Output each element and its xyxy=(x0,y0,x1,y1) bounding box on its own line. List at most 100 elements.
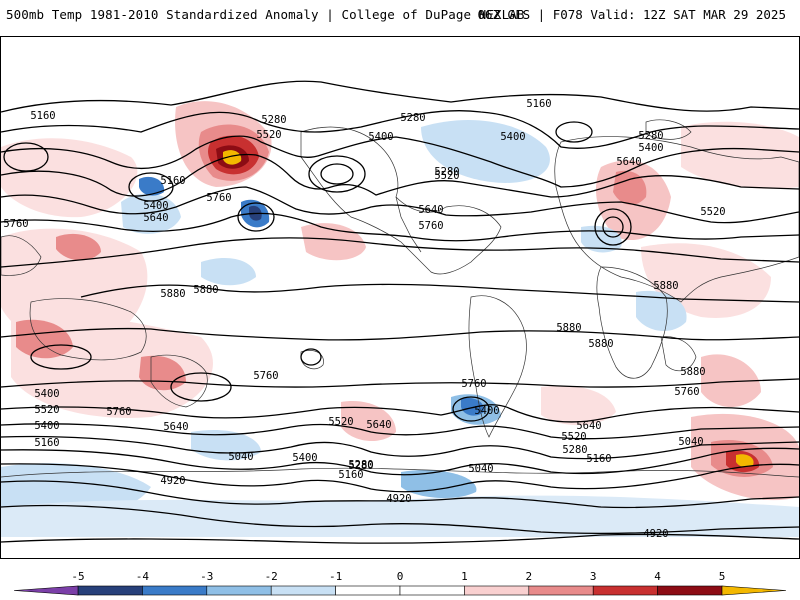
anomaly-area xyxy=(736,454,754,468)
anomaly-area xyxy=(636,290,687,332)
contour-closed xyxy=(3,142,49,172)
contour-line xyxy=(1,110,799,149)
colorbar-scale xyxy=(13,585,787,596)
anomaly-area xyxy=(541,385,616,426)
contour-closed xyxy=(237,202,275,232)
contour-label: 5520 xyxy=(434,170,459,182)
contour-label: 5880 xyxy=(653,280,678,292)
colorbar-tick-label: -2 xyxy=(264,570,278,583)
colorbar-tick-label: -3 xyxy=(200,570,214,583)
contour-line xyxy=(80,283,799,303)
anomaly-area xyxy=(223,150,242,165)
contour-label: 5520 xyxy=(256,129,281,141)
contour-labels: 5160 5280 5520 5400 5280 5160 5400 5280 … xyxy=(3,98,725,540)
contour-label: 5400 xyxy=(368,131,393,143)
colorbar-segment xyxy=(270,585,336,596)
contour-line xyxy=(1,378,799,388)
contour-closed xyxy=(555,121,593,143)
contour-line xyxy=(1,80,799,113)
colorbar-tick-label: -1 xyxy=(328,570,343,583)
colorbar: -5 -4 -3 -2 -1 0 1 2 3 4 5 xyxy=(0,570,800,600)
contour-label: 5400 xyxy=(292,452,317,464)
anomaly-shading xyxy=(1,101,799,537)
colorbar-segment xyxy=(399,585,465,596)
contour-label: 5160 xyxy=(526,98,551,110)
anomaly-area xyxy=(341,401,396,442)
colorbar-min-arrow xyxy=(13,585,79,596)
contour-label: 5160 xyxy=(34,437,59,449)
contour-line xyxy=(1,212,799,242)
contour-label: 5400 xyxy=(34,420,59,432)
contour-label: 5040 xyxy=(678,436,703,448)
contour-label: 5640 xyxy=(163,421,188,433)
contour-line xyxy=(1,153,799,198)
contour-label: 5760 xyxy=(253,370,278,382)
contour-label: 5760 xyxy=(418,220,443,232)
anomaly-area xyxy=(421,119,550,183)
coastline xyxy=(645,119,692,140)
contour-label: 5880 xyxy=(160,288,185,300)
coastlines xyxy=(1,119,799,478)
contour-label: 5280 xyxy=(261,114,286,126)
contour-label: 5880 xyxy=(680,366,705,378)
height-contours xyxy=(1,80,799,544)
map-title: 500mb Temp 1981-2010 Standardized Anomal… xyxy=(6,7,525,22)
anomaly-area xyxy=(581,225,622,253)
colorbar-segment xyxy=(206,585,272,596)
contour-label: 5400 xyxy=(638,142,663,154)
contour-label: 5400 xyxy=(143,200,168,212)
colorbar-segment xyxy=(528,585,594,596)
anomaly-area xyxy=(16,319,73,359)
contour-label: 5640 xyxy=(418,204,443,216)
contour-label: 5280 xyxy=(400,112,425,124)
contour-closed xyxy=(308,155,366,193)
contour-label: 5400 xyxy=(500,131,525,143)
contour-closed xyxy=(128,172,174,202)
colorbar-segment xyxy=(464,585,530,596)
contour-line xyxy=(1,186,799,224)
contour-line xyxy=(1,327,799,341)
contour-label: 5520 xyxy=(34,404,59,416)
contour-line xyxy=(1,504,799,535)
contour-label: 5400 xyxy=(474,405,499,417)
contour-line xyxy=(1,237,799,268)
contour-label: 5640 xyxy=(143,212,168,224)
contour-label: 5040 xyxy=(228,451,253,463)
colorbar-tick-label: -4 xyxy=(135,570,150,583)
contour-closed xyxy=(452,396,490,422)
contour-label: 5520 xyxy=(561,431,586,443)
colorbar-tick-label: 1 xyxy=(461,570,468,583)
contour-closed xyxy=(170,372,232,402)
contour-line xyxy=(1,404,799,423)
contour-label: 5760 xyxy=(206,192,231,204)
anomaly-area xyxy=(701,354,761,407)
contour-label: 5520 xyxy=(328,416,353,428)
contour-label: 5640 xyxy=(576,420,601,432)
colorbar-segment xyxy=(142,585,208,596)
coastline xyxy=(1,235,42,276)
colorbar-tick-label: 3 xyxy=(589,570,597,583)
coastline xyxy=(395,196,422,253)
contour-closed xyxy=(320,163,354,185)
contour-label: 5880 xyxy=(588,338,613,350)
contour-label: 5880 xyxy=(556,322,581,334)
contour-label: 5280 xyxy=(348,459,373,471)
contour-line xyxy=(1,480,799,509)
contour-label: 4920 xyxy=(643,528,668,540)
colorbar-tick-label: 2 xyxy=(525,570,533,583)
coastline xyxy=(468,295,527,438)
map-panel: 5160 5280 5520 5400 5280 5160 5400 5280 … xyxy=(0,36,800,559)
colorbar-segment xyxy=(592,585,658,596)
anomaly-area xyxy=(56,233,101,261)
model-valid-time: 06Z GFS | F078 Valid: 12Z SAT MAR 29 202… xyxy=(477,7,786,22)
anomaly-area xyxy=(681,121,799,189)
contour-label: 5760 xyxy=(3,218,28,230)
title-bar: 500mb Temp 1981-2010 Standardized Anomal… xyxy=(0,0,800,34)
contour-line xyxy=(1,463,799,493)
contour-closed xyxy=(300,348,322,366)
coastline xyxy=(554,136,799,303)
contour-closed xyxy=(30,344,92,370)
contour-label: 5160 xyxy=(160,175,185,187)
contour-label: 5880 xyxy=(193,284,218,296)
anomaly-area xyxy=(139,176,165,196)
